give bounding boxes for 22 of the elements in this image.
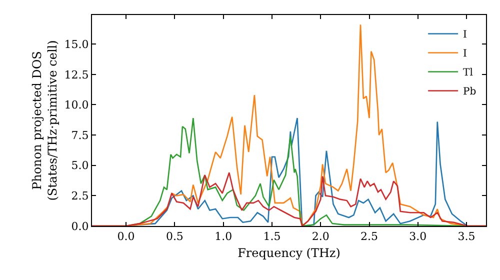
- x-tick-label: 3.5: [458, 230, 476, 244]
- y-tick-label: 0.0: [71, 220, 89, 233]
- legend-label: I: [463, 48, 468, 60]
- x-tick-label: 2.0: [312, 230, 330, 244]
- y-tick-label: 5.0: [71, 159, 89, 172]
- x-axis-title: Frequency (THz): [238, 246, 340, 260]
- x-tick-label: 1.5: [263, 230, 281, 244]
- x-tick-label: 0.0: [117, 230, 135, 244]
- legend-label: Tl: [463, 68, 473, 79]
- y-tick-label: 12.5: [64, 68, 89, 82]
- y-tick-label: 2.5: [71, 190, 89, 203]
- line-series: [92, 172, 486, 226]
- y-tick-label: 15.0: [64, 38, 89, 51]
- x-tick-label: 0.5: [166, 230, 184, 244]
- x-tick-label: 1.0: [214, 230, 232, 244]
- y-axis-title: Phonon projected DOS (States/THz·primitive cell): [30, 40, 60, 201]
- x-tick-label: 2.5: [360, 230, 378, 244]
- x-tick-label: 3.0: [409, 230, 427, 244]
- legend-label: Pb: [463, 86, 476, 98]
- y-tick-label: 10.0: [64, 98, 89, 112]
- legend-label: I: [463, 30, 468, 41]
- y-tick-label: 7.5: [71, 128, 89, 142]
